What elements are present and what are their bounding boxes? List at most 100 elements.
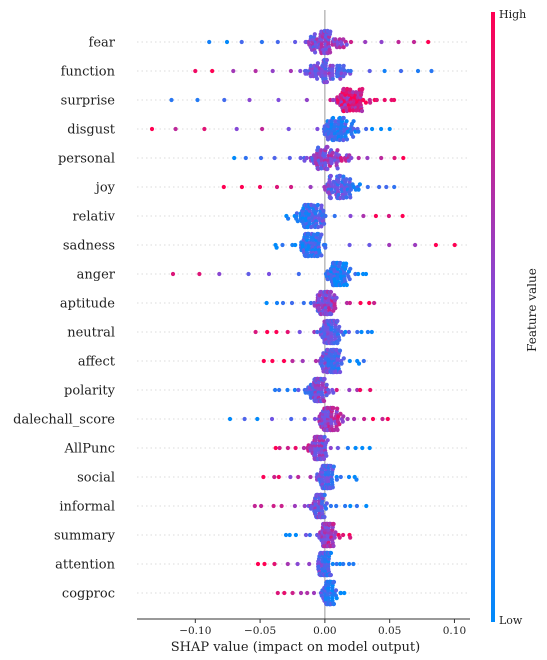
- shap-point: [379, 155, 384, 161]
- shap-point: [384, 184, 389, 190]
- shap-point: [285, 561, 290, 567]
- shap-point: [247, 97, 252, 103]
- x-axis: −0.10 −0.05 0.00 0.05 0.10: [137, 618, 470, 637]
- shap-point: [149, 126, 155, 132]
- shap-point: [385, 416, 390, 422]
- shap-point: [319, 232, 324, 237]
- shap-point: [312, 32, 317, 37]
- feature-label: surprise: [61, 94, 116, 109]
- shap-point: [359, 108, 365, 114]
- shap-point: [261, 358, 266, 364]
- shap-point: [341, 37, 346, 42]
- shap-point: [319, 203, 324, 208]
- shap-point: [363, 271, 369, 277]
- shap-point: [374, 97, 379, 103]
- shap-point: [286, 126, 291, 132]
- shap-point: [363, 39, 368, 45]
- feature-label: summary: [54, 529, 116, 544]
- shap-point: [338, 411, 343, 416]
- shap-point: [344, 261, 349, 266]
- shap-point: [253, 329, 258, 335]
- shap-point: [367, 445, 372, 451]
- shap-point: [364, 503, 369, 509]
- shap-point: [335, 318, 340, 324]
- shap-point: [343, 329, 348, 335]
- shap-point: [426, 39, 431, 45]
- shap-point: [328, 173, 333, 179]
- shap-point: [330, 63, 335, 68]
- shap-point: [313, 50, 318, 55]
- shap-point: [252, 503, 257, 509]
- shap-point: [325, 438, 330, 443]
- shap-point: [286, 216, 291, 221]
- shap-point: [227, 416, 233, 422]
- shap-point: [341, 63, 346, 68]
- shap-point: [344, 177, 349, 182]
- shap-point: [335, 340, 340, 346]
- shap-point: [285, 329, 290, 335]
- shap-point: [360, 86, 365, 92]
- shap-point: [207, 39, 212, 45]
- colorbar-gradient: [491, 12, 495, 622]
- colorbar-high-label: High: [499, 8, 526, 21]
- shap-point: [328, 289, 334, 295]
- shap-point: [321, 369, 326, 374]
- shap-point: [224, 39, 230, 45]
- shap-point: [334, 503, 339, 509]
- shap-point: [331, 521, 336, 527]
- shap-point: [368, 100, 373, 105]
- shap-point: [331, 543, 336, 549]
- shap-point: [289, 300, 295, 306]
- shap-point: [344, 119, 349, 124]
- shap-point: [347, 300, 352, 306]
- x-tick-label: −0.10: [179, 625, 211, 637]
- shap-point: [272, 561, 277, 567]
- shap-point: [239, 184, 244, 190]
- shap-point: [287, 532, 292, 538]
- shap-point: [359, 329, 364, 335]
- shap-point: [367, 300, 372, 306]
- shap-point: [365, 329, 370, 335]
- shap-point: [319, 253, 324, 258]
- shap-point: [290, 358, 295, 364]
- shap-point: [259, 503, 264, 509]
- shap-point: [337, 63, 342, 68]
- feature-label: fear: [89, 36, 116, 51]
- shap-point: [341, 532, 346, 538]
- shap-point: [304, 97, 309, 103]
- shap-point: [380, 416, 385, 422]
- shap-point: [258, 155, 264, 161]
- shap-point: [290, 590, 295, 596]
- shap-point: [415, 68, 421, 74]
- shap-point: [324, 501, 329, 506]
- shap-point: [364, 126, 369, 132]
- shap-point: [270, 68, 275, 74]
- shap-point: [369, 329, 374, 335]
- shap-point: [358, 387, 363, 393]
- shap-point: [387, 242, 392, 248]
- shap-point: [345, 129, 350, 134]
- shap-point: [232, 155, 237, 161]
- shap-point: [330, 485, 335, 490]
- shap-point: [333, 119, 338, 124]
- shap-point: [331, 464, 336, 469]
- shap-point: [308, 184, 313, 190]
- shap-point: [274, 300, 280, 306]
- shap-point: [285, 445, 290, 451]
- shap-point: [400, 213, 405, 219]
- shap-point: [328, 195, 333, 201]
- shap-point: [295, 219, 300, 224]
- shap-point: [332, 213, 337, 219]
- shap-point: [373, 213, 378, 219]
- shap-point: [311, 203, 316, 208]
- shap-point: [355, 329, 360, 335]
- shap-point: [193, 68, 198, 74]
- shap-point: [332, 535, 337, 540]
- shap-point: [335, 427, 340, 433]
- shap-point: [372, 300, 377, 306]
- shap-point: [328, 50, 333, 55]
- feature-label: sadness: [63, 239, 115, 254]
- shap-point: [328, 445, 333, 451]
- shap-point: [330, 76, 335, 81]
